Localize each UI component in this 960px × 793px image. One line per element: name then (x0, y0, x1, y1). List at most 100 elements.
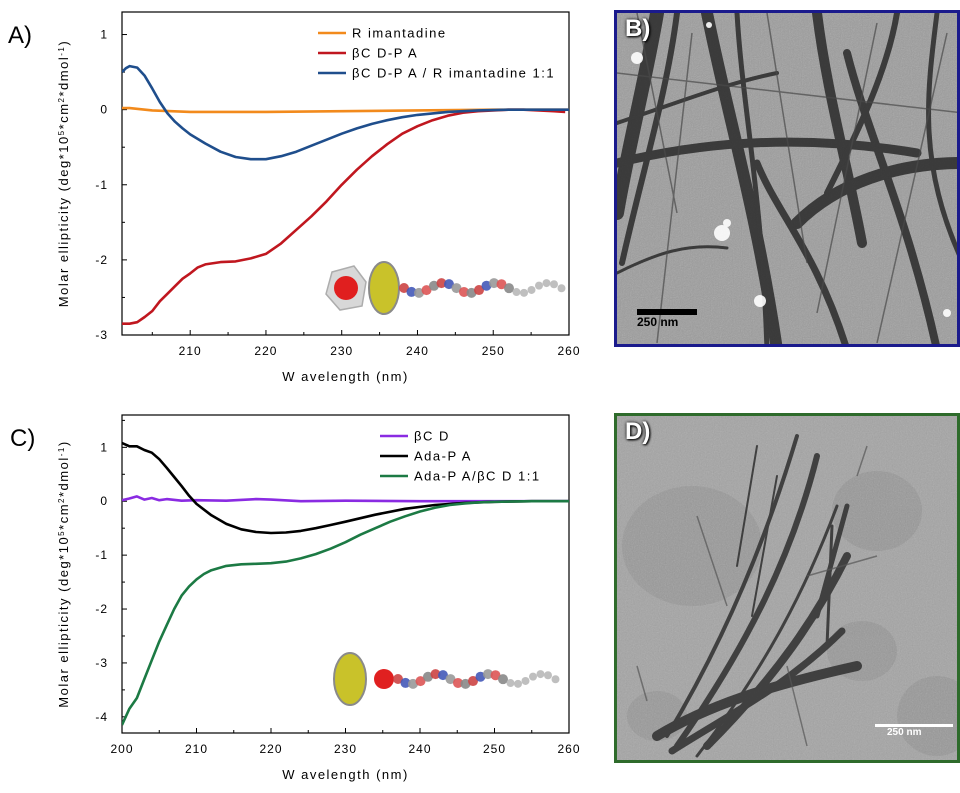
y-tick-label: 1 (100, 440, 108, 454)
peptide-bead (399, 283, 409, 293)
peptide-bead (406, 286, 417, 297)
peptide-bead (400, 677, 411, 688)
peptide-bead (542, 279, 551, 288)
peptide-bead (466, 287, 477, 298)
scale-text-b: 250 nm (637, 315, 679, 329)
peptide-bead (535, 281, 543, 290)
y-tick-label: -3 (95, 328, 108, 342)
peptide-bead (483, 669, 493, 680)
peptide-bead (529, 672, 537, 681)
scale-text-d: 250 nm (887, 727, 922, 738)
series-line (122, 495, 569, 503)
series-line (122, 441, 569, 535)
plot-frame (121, 11, 570, 336)
tem-image-d (617, 416, 957, 760)
peptide-bead (506, 679, 515, 688)
panel-label-c: C) (10, 425, 36, 452)
x-tick-label: 240 (406, 344, 429, 358)
x-tick-label: 250 (483, 742, 506, 756)
peptide-bead (408, 678, 418, 689)
x-tick-label: 240 (408, 742, 431, 756)
scale-line-d (875, 724, 953, 727)
scale-bar-d: 250 nm (875, 724, 953, 738)
x-tick-label: 260 (557, 742, 580, 756)
peptide-bead (544, 671, 552, 680)
series-line (122, 64, 569, 161)
peptide-bead (490, 670, 501, 681)
series-line (122, 499, 569, 726)
y-tick-label: -3 (95, 656, 108, 670)
peptide-bead (423, 671, 433, 682)
panel-label-a: A) (8, 22, 32, 49)
x-tick-label: 230 (334, 742, 357, 756)
tem-micrograph-d: D) 250 nm (614, 413, 960, 763)
x-tick-label: 220 (259, 742, 282, 756)
x-tick-label: 210 (185, 742, 208, 756)
peptide-bead (393, 674, 403, 684)
x-tick-label: 220 (254, 344, 277, 358)
y-axis-title: Molar ellipticity (deg*105*cm2*dmol-1) (56, 40, 71, 307)
peptide-bead (521, 676, 530, 685)
tem-micrograph-b: B) 250 nm (614, 10, 960, 347)
peptide-bead (429, 280, 439, 291)
peptide-bead (430, 669, 441, 680)
y-tick-label: -1 (95, 178, 108, 192)
panel-label-d: D) (625, 418, 651, 445)
x-tick-label: 230 (330, 344, 353, 358)
peptide-bead (512, 288, 521, 297)
y-tick-label: -2 (95, 602, 108, 616)
y-tick-label: -2 (95, 253, 108, 267)
peptide-bead (496, 279, 507, 290)
chart-a: 210 220 230 240 250 260 -3 -2 -1 0 1 R imantadine βC… (56, 11, 580, 384)
peptide-bead (438, 670, 448, 681)
peptide-bead (520, 288, 528, 297)
legend-label: Ada-P A/βC D 1:1 (414, 469, 541, 484)
peptide-bead (475, 671, 486, 682)
y-tick-label: 0 (100, 494, 108, 508)
peptide-bead (459, 286, 469, 297)
x-axis-title: W avelength (nm) (282, 767, 409, 782)
peptide-bead (415, 676, 426, 687)
peptide-bead (445, 674, 456, 685)
y-tick-label: 0 (100, 103, 108, 117)
peptide-bead (527, 285, 536, 294)
x-axis-title: W avelength (nm) (282, 369, 409, 384)
peptide-bead (444, 279, 454, 290)
scale-bar-b: 250 nm (637, 309, 697, 329)
y-tick-label: -1 (95, 548, 108, 562)
rimantadine-sphere (334, 276, 358, 300)
peptide-bead (436, 278, 447, 289)
panel-label-b: B) (625, 15, 651, 42)
peptide-bead (557, 284, 566, 293)
x-tick-label: 200 (110, 742, 133, 756)
peptide-bead (498, 674, 508, 685)
y-axis-title: Molar ellipticity (deg*105*cm2*dmol-1) (56, 440, 71, 707)
peptide-bead (460, 678, 471, 689)
peptide-bead (536, 670, 545, 679)
peptide-bead (414, 287, 424, 298)
peptide-bead (474, 285, 484, 296)
x-tick-label: 210 (179, 344, 202, 358)
peptide-bead (468, 676, 478, 687)
peptide-bead (551, 675, 560, 684)
legend-label: βC D-P A (352, 46, 418, 61)
x-tick-label: 260 (557, 344, 580, 358)
x-tick-label: 250 (482, 344, 505, 358)
legend-label: Ada-P A (414, 449, 472, 464)
scale-line-b (637, 309, 697, 315)
chart-c: 200 210 220 230 240 250 260 -4 -3 -2 -1 0 1 βC D Ada-P… (56, 414, 580, 782)
molecule-illustration-a (325, 261, 566, 315)
peptide-bead (504, 283, 514, 294)
legend-label: R imantadine (352, 26, 447, 41)
peptide-bead (514, 679, 522, 688)
peptide-bead (481, 280, 492, 291)
molecule-illustration-c (333, 652, 560, 706)
y-tick-label: 1 (100, 28, 108, 42)
adamantane-sphere (374, 669, 394, 689)
peptide-bead (550, 280, 558, 289)
tem-image-b (617, 13, 957, 344)
peptide-bead (421, 285, 432, 296)
peptide-bead (489, 278, 499, 289)
cyclodextrin-shape (333, 652, 367, 706)
peptide-bead (453, 677, 463, 688)
